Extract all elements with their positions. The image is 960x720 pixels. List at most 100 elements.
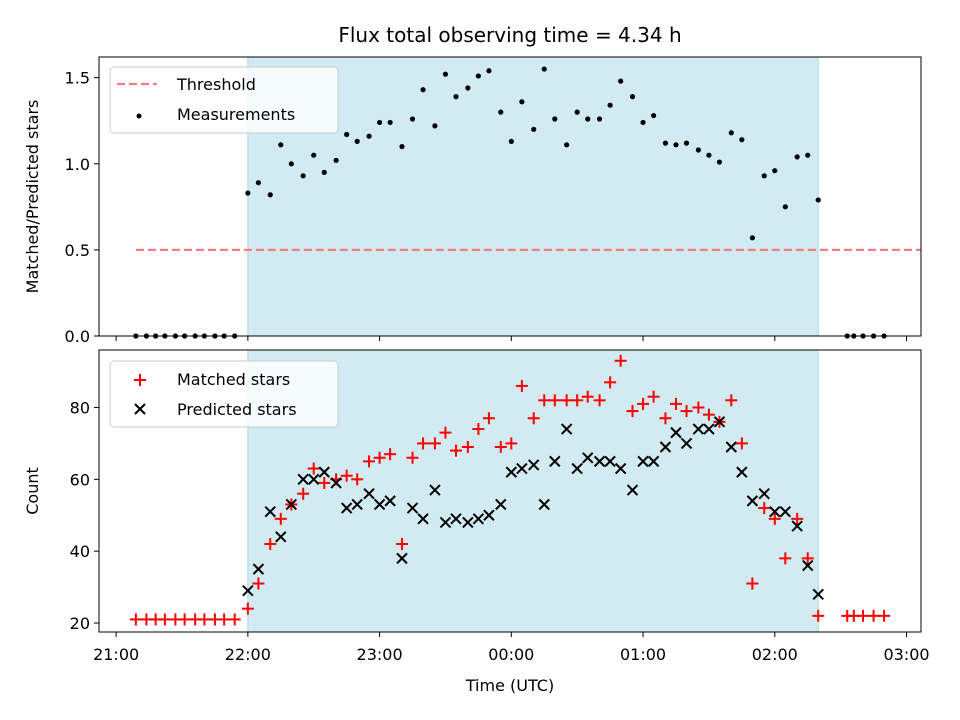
matched-star-point: [515, 379, 528, 392]
measurement-point: [255, 180, 261, 186]
predicted-star-point: [242, 584, 254, 597]
predicted-star-point: [549, 455, 561, 468]
predicted-star-point: [779, 505, 792, 518]
matched-star-point: [297, 487, 310, 500]
matched-star-point: [252, 577, 265, 590]
predicted-star-point: [637, 455, 649, 468]
measurement-point: [432, 123, 438, 129]
matched-star-point: [692, 401, 705, 414]
ratio-panel: 0.0 0.5 1.0 1.5 Matched/Predicted stars Thr…: [23, 56, 922, 346]
ratio-panel-legend: Threshold Measurements: [109, 66, 339, 134]
measurement-point: [673, 142, 679, 148]
measurement-point: [552, 116, 558, 122]
observing-span-shade-bottom: [247, 349, 819, 633]
measurement-point: [453, 94, 459, 100]
predicted-star-point: [297, 473, 309, 486]
matched-star-point: [472, 423, 485, 436]
predicted-star-point: [571, 462, 583, 475]
matched-star-point: [735, 437, 748, 450]
x-tick-label: 00:00: [488, 645, 534, 664]
predicted-star-point: [340, 502, 353, 514]
measurement-point: [728, 130, 734, 136]
legend-predicted-swatch: [134, 403, 146, 415]
predicted-star-point: [713, 416, 726, 428]
measurement-point: [662, 140, 669, 146]
predicted-star-point: [736, 466, 748, 478]
measurement-point: [640, 119, 646, 126]
predicted-star-point: [746, 495, 759, 507]
predicted-star-point: [429, 484, 441, 496]
measurement-point: [267, 192, 273, 198]
measurement-point: [300, 173, 306, 179]
measurement-point: [650, 112, 657, 119]
predicted-star-point: [439, 516, 452, 529]
predicted-star-point: [308, 473, 320, 486]
measurement-point: [475, 73, 481, 79]
measurement-point: [739, 137, 745, 143]
predicted-star-point: [670, 426, 682, 439]
predicted-star-point: [396, 552, 408, 565]
predicted-star-point: [758, 487, 770, 500]
measurement-point: [519, 99, 525, 105]
measurement-point: [278, 142, 284, 148]
predicted-star-point: [285, 498, 298, 511]
matched-star-point: [264, 537, 277, 550]
y-tick-label: 80: [70, 398, 90, 417]
predicted-star-point: [373, 498, 386, 511]
x-tick-label: 22:00: [225, 645, 271, 664]
predicted-star-point: [351, 498, 363, 511]
matched-star-point: [746, 577, 759, 590]
count-panel-legend: Matched stars Predicted stars: [109, 360, 339, 428]
measurement-point: [486, 68, 492, 74]
matched-star-point: [680, 405, 693, 418]
measurement-point: [366, 133, 372, 139]
measurement-point: [782, 204, 788, 210]
predicted-star-point: [626, 484, 639, 496]
x-tick-label: 03:00: [883, 645, 929, 664]
measurement-point: [442, 71, 449, 77]
measurement-point: [596, 116, 603, 122]
legend-matched-label: Matched stars: [177, 370, 290, 389]
matched-star-point: [158, 613, 171, 626]
matched-star-point: [538, 394, 551, 407]
predicted-star-point: [472, 513, 485, 525]
predicted-star-point: [384, 495, 396, 507]
matched-star-point: [702, 408, 715, 421]
count-panel-frame: [98, 349, 922, 633]
matched-star-point: [439, 426, 452, 439]
matched-star-point: [406, 451, 419, 464]
matched-star-point: [363, 455, 376, 468]
predicted-star-point: [483, 509, 495, 521]
measurement-point: [585, 116, 591, 122]
y-tick-label: 0.5: [65, 241, 90, 260]
predicted-star-point: [812, 588, 824, 600]
measurement-point: [498, 109, 504, 115]
matched-star-point: [647, 390, 660, 403]
matched-star-point: [395, 537, 408, 550]
measurement-point: [805, 152, 811, 158]
matched-star-point: [505, 437, 518, 450]
matched-star-point: [129, 613, 142, 626]
matched-star-point: [571, 394, 584, 407]
measurement-point: [465, 85, 471, 91]
matched-star-point: [659, 412, 672, 425]
predicted-star-point: [330, 477, 342, 489]
predicted-star-point: [275, 531, 287, 543]
matched-star-point: [384, 448, 397, 461]
measurement-point: [607, 102, 613, 108]
legend-threshold-label: Threshold: [176, 75, 256, 94]
measurement-point: [761, 173, 767, 179]
predicted-star-point: [406, 502, 419, 514]
matched-star-point: [218, 613, 231, 626]
matched-star-point: [428, 437, 441, 450]
predicted-star-point: [264, 505, 276, 518]
predicted-star-point: [703, 423, 715, 435]
predicted-star-point: [462, 516, 474, 529]
predicted-star-point: [582, 452, 594, 464]
predicted-star-point: [680, 437, 693, 450]
matched-star-point: [791, 512, 804, 525]
measurement-point: [245, 190, 251, 196]
measurement-point: [399, 143, 405, 150]
predicted-star-point: [516, 462, 528, 475]
count-panel: 20 40 60 80 21:00 22:00 23:00 00:00 01:00 02:00 0…: [23, 349, 930, 695]
